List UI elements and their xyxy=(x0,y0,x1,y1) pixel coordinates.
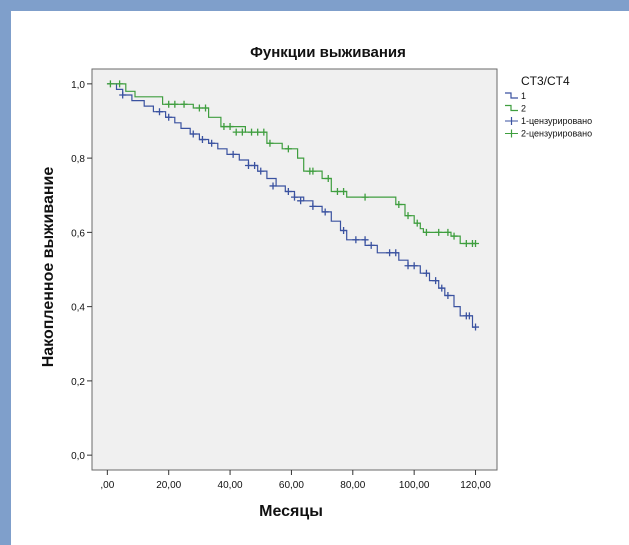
censor-mark xyxy=(180,100,188,108)
censor-mark xyxy=(333,188,341,196)
x-tick-label: 40,00 xyxy=(218,480,243,491)
censor-mark xyxy=(367,241,375,249)
censor-mark xyxy=(189,130,197,138)
x-tick-label: ,00 xyxy=(100,480,114,491)
censor-mark xyxy=(413,219,421,227)
censor-mark xyxy=(321,208,329,216)
censor-marks-series-1 xyxy=(119,91,480,331)
censor-mark xyxy=(404,212,412,220)
censor-mark xyxy=(156,108,163,116)
censor-mark xyxy=(248,128,256,136)
x-tick-label: 100,00 xyxy=(399,480,430,491)
legend: CT3/CT4 1 2 1-цензурировано 2-цензурировано xyxy=(505,74,592,139)
legend-swatch xyxy=(505,92,518,99)
censor-mark xyxy=(361,193,369,201)
legend-label: 2-цензурировано xyxy=(521,129,592,139)
chart-title: Функции выживания xyxy=(250,44,406,61)
x-tick-label: 60,00 xyxy=(279,480,304,491)
censor-mark xyxy=(410,262,418,270)
censor-mark xyxy=(352,236,360,244)
censor-mark xyxy=(438,284,446,292)
y-tick-label: 0,2 xyxy=(71,377,85,388)
legend-item: 2-цензурировано xyxy=(505,129,592,139)
censor-mark xyxy=(340,188,348,196)
y-axis-label: Накопленное выживание xyxy=(40,167,57,368)
legend-entries: 1 2 1-цензурировано 2-цензурировано xyxy=(505,91,592,139)
censor-mark xyxy=(324,175,332,183)
censor-mark xyxy=(195,104,203,112)
censor-mark xyxy=(116,80,124,88)
censor-mark xyxy=(297,197,305,205)
y-tick-label: 0,8 xyxy=(71,154,85,165)
censor-mark xyxy=(208,139,216,147)
censor-mark xyxy=(435,228,443,236)
legend-item: 2 xyxy=(505,104,526,114)
y-tick-label: 0,0 xyxy=(71,451,85,462)
censor-mark xyxy=(229,150,237,158)
legend-label: 1-цензурировано xyxy=(521,116,592,126)
censor-mark xyxy=(422,269,430,277)
censor-mark xyxy=(462,240,470,248)
censor-mark xyxy=(309,167,317,175)
censor-mark xyxy=(220,123,228,131)
censor-mark xyxy=(392,249,400,257)
censor-mark xyxy=(432,277,440,285)
censor-mark xyxy=(444,228,452,236)
legend-title: CT3/CT4 xyxy=(521,74,570,88)
censor-mark xyxy=(444,291,452,299)
censor-mark xyxy=(284,145,292,153)
censor-mark xyxy=(422,228,430,236)
censor-mark xyxy=(251,162,259,170)
censor-mark xyxy=(106,80,114,88)
censor-mark xyxy=(386,249,394,257)
legend-swatch xyxy=(505,104,518,112)
censor-mark xyxy=(244,162,252,170)
censor-mark xyxy=(260,128,268,136)
censor-mark xyxy=(266,139,274,147)
x-axis-label: Месяцы xyxy=(259,503,323,520)
censor-mark xyxy=(254,128,262,136)
y-tick-label: 0,6 xyxy=(71,228,85,239)
censor-mark xyxy=(340,227,348,235)
survival-curves xyxy=(106,80,480,331)
censor-mark xyxy=(472,240,480,248)
plot-area xyxy=(91,68,498,471)
legend-item: 1-цензурировано xyxy=(505,116,592,126)
y-tick-label: 0,4 xyxy=(71,303,85,314)
x-tick-label: 80,00 xyxy=(340,480,365,491)
censor-mark xyxy=(257,167,265,175)
censor-mark xyxy=(202,104,210,112)
censor-mark xyxy=(450,232,458,240)
censor-mark xyxy=(232,128,240,136)
x-tick-label: 20,00 xyxy=(156,480,181,491)
censor-mark xyxy=(309,202,317,210)
censor-mark xyxy=(226,123,234,131)
y-tick-label: 1,0 xyxy=(71,80,85,91)
x-tick-label: 120,00 xyxy=(460,480,491,491)
censor-mark xyxy=(198,136,206,144)
censor-mark xyxy=(165,100,173,108)
censor-mark xyxy=(269,182,277,190)
censor-mark xyxy=(465,312,473,320)
legend-label: 2 xyxy=(521,104,526,114)
censor-mark xyxy=(404,262,412,270)
y-axis-ticks: 0,0 0,2 0,4 0,6 0,8 1,0 xyxy=(71,80,92,462)
censor-mark xyxy=(284,188,292,196)
censor-mark xyxy=(291,193,298,201)
censor-marks-series-2 xyxy=(106,80,480,248)
survival-curve-series-2 xyxy=(107,83,476,245)
censor-mark xyxy=(361,236,369,244)
censor-mark xyxy=(165,113,173,121)
censor-mark xyxy=(238,128,246,136)
censor-mark xyxy=(119,91,127,99)
legend-label: 1 xyxy=(521,91,526,101)
x-axis-ticks: ,00 20,00 40,00 60,00 80,00 100,00 120,00 xyxy=(100,470,491,491)
censor-mark xyxy=(395,201,403,209)
censor-mark xyxy=(472,323,480,331)
censor-mark xyxy=(171,100,179,108)
legend-item: 1 xyxy=(505,91,526,101)
